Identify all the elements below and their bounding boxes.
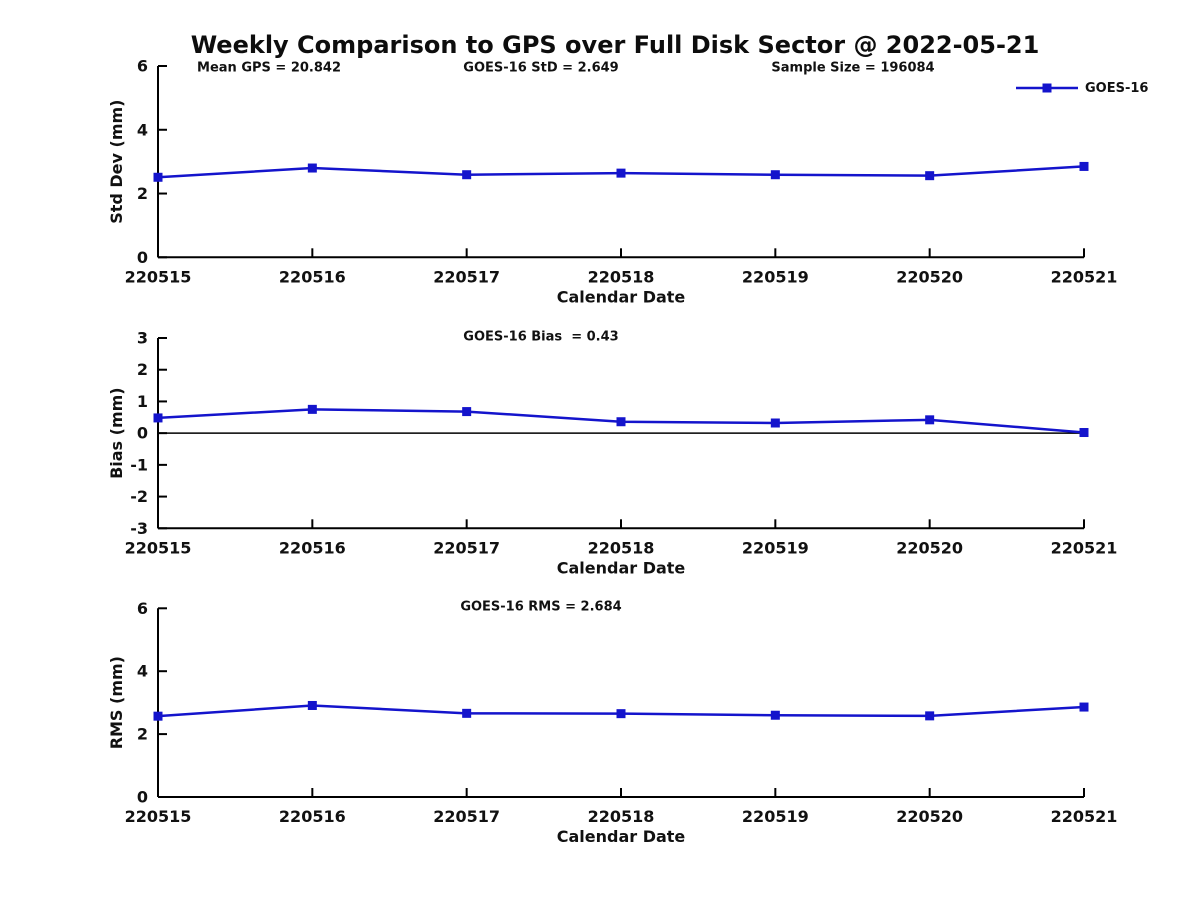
x-tick-label: 220521 xyxy=(1051,807,1118,826)
y-tick-label: 1 xyxy=(137,392,148,411)
x-tick-label: 220521 xyxy=(1051,538,1118,557)
data-point-marker xyxy=(462,407,472,417)
x-tick-label: 220519 xyxy=(742,267,809,286)
x-axis-label: Calendar Date xyxy=(557,287,686,306)
annotation-goes16-bias: GOES-16 Bias = 0.43 xyxy=(463,329,619,345)
data-point-marker xyxy=(770,710,780,720)
y-tick-label: 6 xyxy=(137,599,148,618)
annotation-mean-gps: Mean GPS = 20.842 xyxy=(197,60,341,76)
y-tick-label: -2 xyxy=(130,487,148,506)
legend: GOES-16 xyxy=(1016,80,1148,96)
y-axis-label: Std Dev (mm) xyxy=(107,100,126,224)
x-tick-label: 220515 xyxy=(125,807,192,826)
x-tick-label: 220515 xyxy=(125,538,192,557)
x-tick-label: 220515 xyxy=(125,267,192,286)
data-point-marker xyxy=(925,711,935,721)
data-point-marker xyxy=(1079,161,1089,171)
y-tick-label: -1 xyxy=(130,455,148,474)
y-tick-label: 4 xyxy=(137,662,148,681)
x-tick-label: 220519 xyxy=(742,807,809,826)
y-tick-label: 0 xyxy=(137,248,148,267)
y-tick-label: 3 xyxy=(137,329,148,348)
y-tick-label: 0 xyxy=(137,424,148,443)
data-point-marker xyxy=(153,172,163,182)
y-axis-label: Bias (mm) xyxy=(107,387,126,479)
data-point-marker xyxy=(462,170,472,180)
y-tick-label: 2 xyxy=(137,725,148,744)
data-point-marker xyxy=(1079,702,1089,712)
x-tick-label: 220521 xyxy=(1051,267,1118,286)
x-tick-label: 220517 xyxy=(433,267,500,286)
x-tick-label: 220517 xyxy=(433,807,500,826)
x-tick-label: 220519 xyxy=(742,538,809,557)
y-tick-label: 2 xyxy=(137,184,148,203)
x-tick-label: 220518 xyxy=(588,538,655,557)
x-axis-label: Calendar Date xyxy=(557,558,686,577)
data-point-marker xyxy=(770,418,780,428)
legend-marker-icon xyxy=(1016,83,1078,93)
x-tick-label: 220516 xyxy=(279,267,346,286)
x-tick-label: 220520 xyxy=(896,807,963,826)
y-tick-label: 2 xyxy=(137,360,148,379)
data-point-marker xyxy=(616,417,626,427)
data-point-marker xyxy=(307,404,317,414)
annotation-goes16-rms: GOES-16 RMS = 2.684 xyxy=(460,599,622,615)
data-point-marker xyxy=(925,415,935,425)
annotation-sample-size: Sample Size = 196084 xyxy=(771,60,935,76)
x-tick-label: 220517 xyxy=(433,538,500,557)
x-axis-label: Calendar Date xyxy=(557,827,686,846)
data-point-marker xyxy=(307,163,317,173)
x-tick-label: 220518 xyxy=(588,267,655,286)
x-tick-label: 220520 xyxy=(896,267,963,286)
y-tick-label: -3 xyxy=(130,519,148,538)
data-point-marker xyxy=(153,711,163,721)
y-tick-label: 4 xyxy=(137,120,148,139)
annotation-goes16-std: GOES-16 StD = 2.649 xyxy=(463,60,619,76)
data-point-marker xyxy=(307,700,317,710)
legend-label: GOES-16 xyxy=(1085,80,1149,96)
x-tick-label: 220520 xyxy=(896,538,963,557)
data-point-marker xyxy=(925,171,935,181)
data-point-marker xyxy=(1079,428,1089,438)
y-tick-label: 0 xyxy=(137,788,148,807)
x-tick-label: 220518 xyxy=(588,807,655,826)
x-tick-label: 220516 xyxy=(279,538,346,557)
data-point-marker xyxy=(770,170,780,180)
data-point-marker xyxy=(153,413,163,423)
data-point-marker xyxy=(616,168,626,178)
y-axis-label: RMS (mm) xyxy=(107,656,126,749)
page-title: Weekly Comparison to GPS over Full Disk … xyxy=(190,31,1040,59)
data-point-marker xyxy=(616,709,626,719)
x-tick-label: 220516 xyxy=(279,807,346,826)
y-tick-label: 6 xyxy=(137,57,148,76)
data-point-marker xyxy=(462,708,472,718)
